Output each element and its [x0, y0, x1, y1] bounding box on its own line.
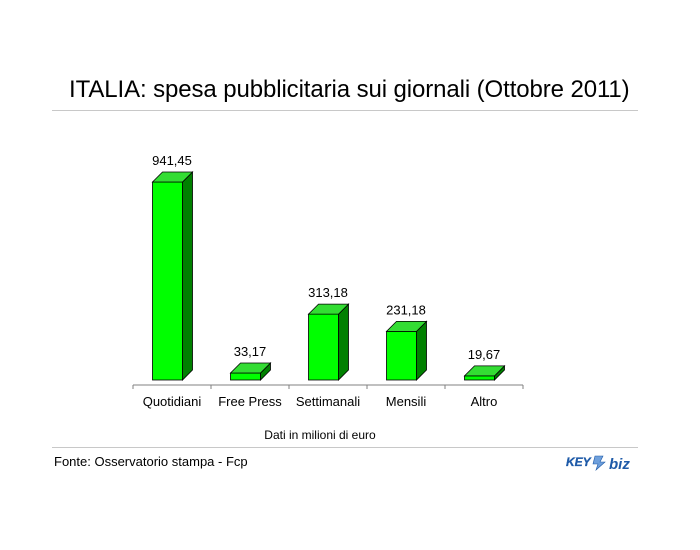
- bar-front: [386, 330, 417, 381]
- category-label: Quotidiani: [143, 394, 202, 409]
- bar: [229, 362, 272, 381]
- bar: [307, 303, 350, 381]
- bar-front: [308, 313, 339, 381]
- bar: [151, 171, 194, 381]
- category-label: Free Press: [218, 394, 282, 409]
- axis-note: Dati in milioni di euro: [264, 428, 376, 442]
- bar-value-label: 19,67: [468, 347, 501, 362]
- logo-text-left: KEY: [566, 455, 592, 469]
- chart-title: ITALIA: spesa pubblicitaria sui giornali…: [69, 76, 630, 103]
- bar-value-label: 313,18: [308, 285, 348, 300]
- key4biz-logo: KEY biz: [566, 455, 630, 472]
- bar-value-label: 231,18: [386, 302, 426, 317]
- logo-text-right: biz: [609, 456, 630, 472]
- bar: [385, 320, 428, 381]
- bar-front: [230, 372, 261, 381]
- bar-top: [307, 303, 350, 315]
- bar: [463, 364, 506, 381]
- bar-top: [229, 362, 272, 374]
- bar-value-label: 941,45: [152, 153, 192, 168]
- bar-top: [385, 320, 428, 332]
- bar-value-label: 33,17: [234, 344, 267, 359]
- title-divider: [52, 110, 638, 111]
- bar-top: [463, 365, 506, 377]
- source-credit: Fonte: Osservatorio stampa - Fcp: [54, 454, 248, 469]
- category-label: Mensili: [386, 394, 427, 409]
- category-label: Settimanali: [296, 394, 360, 409]
- footer-divider: [52, 447, 638, 448]
- logo-mark-icon: [592, 455, 606, 471]
- bar-side: [182, 171, 193, 381]
- category-label: Altro: [471, 394, 498, 409]
- bar-front: [464, 375, 495, 381]
- bar-side: [338, 303, 349, 381]
- bar-front: [152, 181, 183, 381]
- bar-top: [151, 171, 194, 183]
